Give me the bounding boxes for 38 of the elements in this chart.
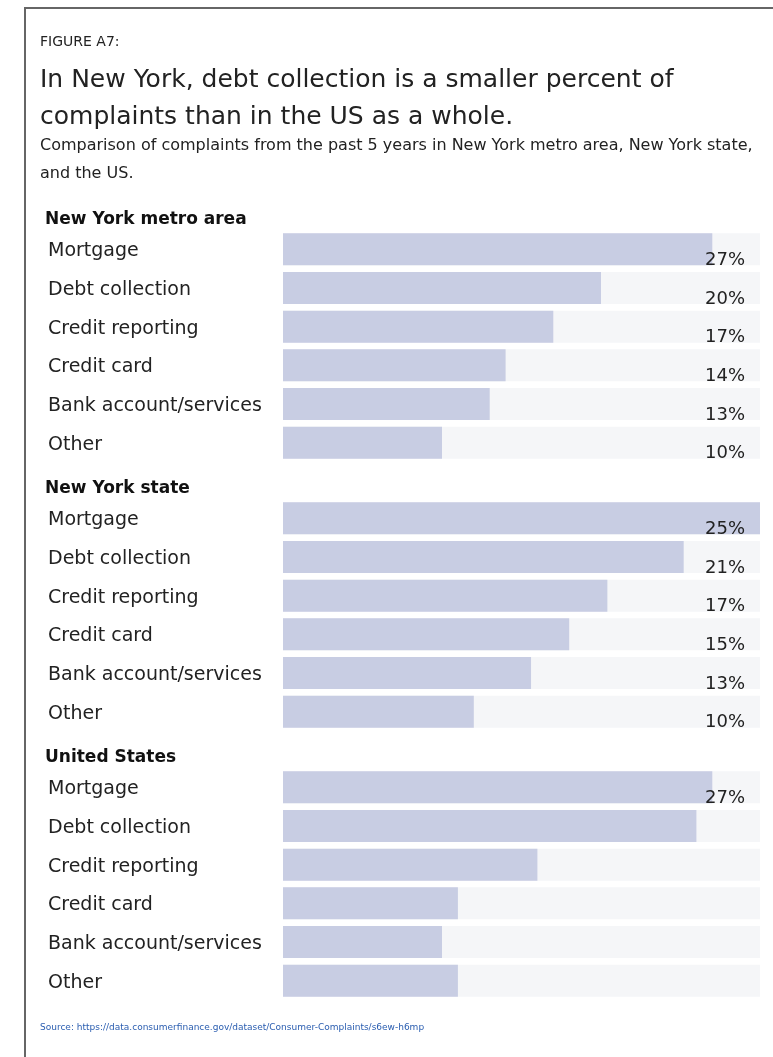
caption: FIGURE A7: [40, 33, 120, 49]
data-label: 27% [704, 247, 745, 269]
y-tick-label: Debt collection [48, 277, 192, 299]
source-note: Source: https://data.consumerfinance.gov/dataset/Consumer-Complaints/s6ew-h6mp [40, 1022, 425, 1032]
y-tick-label: Mortgage [48, 507, 139, 530]
y-tick-label: Credit reporting [48, 315, 199, 338]
data-label: 21% [704, 555, 745, 577]
y-tick-label: Bank account/services [48, 393, 262, 415]
y-tick-label: Credit reporting [48, 853, 199, 876]
data-label: 17% [704, 594, 745, 616]
data-label: 13% [704, 671, 745, 693]
y-tick-label: Mortgage [48, 238, 139, 261]
data-label: 17% [704, 325, 745, 347]
y-tick-label: Debt collection [48, 546, 192, 568]
text: Comparison of complaints from the past 5 years in New York metro area, New York state, and the US. [40, 134, 754, 184]
y-tick-label: Other [48, 700, 103, 723]
data-label: 25% [704, 516, 745, 538]
y-tick-label: Mortgage [48, 776, 139, 799]
y-tick-label: Bank account/services [48, 931, 262, 953]
y-tick-label: Bank account/services [48, 662, 262, 684]
data-label: 14% [704, 363, 745, 385]
y-tick-label: Other [48, 431, 103, 454]
y-tick-label: Other [48, 969, 103, 992]
y-tick-label: Credit card [48, 354, 153, 377]
y-tick-label: Debt collection [48, 815, 192, 837]
text: In New York, debt collection is a smaller percent of complaints than in the US as a whole. [40, 63, 675, 132]
text: New York state [45, 476, 190, 497]
text: United States [45, 745, 177, 766]
y-tick-label: Credit card [48, 892, 153, 915]
data-label: 10% [704, 710, 745, 732]
data-label: 20% [704, 286, 745, 308]
data-label: 10% [704, 441, 745, 463]
data-label: 15% [704, 632, 745, 654]
data-label: 13% [704, 402, 745, 424]
y-tick-label: Credit reporting [48, 584, 199, 607]
y-tick-label: Credit card [48, 623, 153, 646]
text: New York metro area [45, 207, 247, 228]
data-label: 27% [704, 785, 745, 807]
